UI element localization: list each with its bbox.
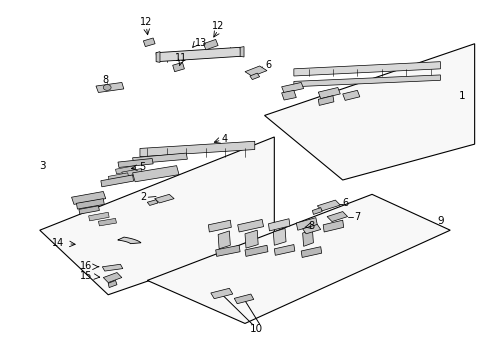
Polygon shape xyxy=(98,219,117,226)
Polygon shape xyxy=(318,96,334,105)
Polygon shape xyxy=(96,82,124,93)
Polygon shape xyxy=(282,82,304,93)
Polygon shape xyxy=(147,194,450,323)
Polygon shape xyxy=(208,220,231,232)
Polygon shape xyxy=(216,245,240,256)
Text: 9: 9 xyxy=(437,216,444,226)
Polygon shape xyxy=(245,230,258,248)
Polygon shape xyxy=(318,200,340,211)
Text: 7: 7 xyxy=(354,212,361,221)
Polygon shape xyxy=(318,87,340,99)
Text: 3: 3 xyxy=(39,161,46,171)
Polygon shape xyxy=(102,264,123,271)
Polygon shape xyxy=(296,218,318,230)
Polygon shape xyxy=(155,194,174,203)
Polygon shape xyxy=(116,166,136,174)
Polygon shape xyxy=(133,153,187,164)
Polygon shape xyxy=(101,175,134,187)
Polygon shape xyxy=(301,247,322,257)
Polygon shape xyxy=(140,141,255,157)
Text: 12: 12 xyxy=(140,17,152,27)
Text: 12: 12 xyxy=(212,21,224,31)
Polygon shape xyxy=(273,228,286,245)
Polygon shape xyxy=(294,75,441,87)
Polygon shape xyxy=(108,173,129,181)
Polygon shape xyxy=(282,90,296,100)
Text: 16: 16 xyxy=(80,261,92,271)
Text: 8: 8 xyxy=(308,221,314,231)
Polygon shape xyxy=(172,62,184,72)
Polygon shape xyxy=(343,90,360,100)
Polygon shape xyxy=(118,237,141,244)
Polygon shape xyxy=(240,46,244,57)
Text: 2: 2 xyxy=(140,192,147,202)
Polygon shape xyxy=(294,62,441,76)
Text: 15: 15 xyxy=(80,271,93,281)
Text: 14: 14 xyxy=(52,238,65,248)
Polygon shape xyxy=(313,208,322,215)
Polygon shape xyxy=(245,66,267,76)
Polygon shape xyxy=(147,200,158,206)
Polygon shape xyxy=(211,288,233,299)
Polygon shape xyxy=(327,212,347,222)
Polygon shape xyxy=(265,44,475,180)
Text: 11: 11 xyxy=(175,53,188,63)
Polygon shape xyxy=(250,73,260,80)
Circle shape xyxy=(103,85,111,90)
Polygon shape xyxy=(274,244,295,255)
Text: 5: 5 xyxy=(139,162,146,172)
Polygon shape xyxy=(40,137,274,295)
Polygon shape xyxy=(218,231,230,249)
Polygon shape xyxy=(76,199,104,209)
Polygon shape xyxy=(122,168,143,177)
Polygon shape xyxy=(323,220,343,232)
Polygon shape xyxy=(303,225,321,234)
Text: 6: 6 xyxy=(342,198,348,208)
Polygon shape xyxy=(238,220,264,232)
Text: 8: 8 xyxy=(103,75,109,85)
Polygon shape xyxy=(108,280,117,288)
Polygon shape xyxy=(245,245,268,256)
Polygon shape xyxy=(144,38,155,46)
Text: 6: 6 xyxy=(266,60,271,70)
Polygon shape xyxy=(133,166,179,182)
Text: 4: 4 xyxy=(221,134,227,144)
Polygon shape xyxy=(79,206,99,214)
Polygon shape xyxy=(89,212,109,221)
Polygon shape xyxy=(103,273,122,283)
Polygon shape xyxy=(269,219,290,231)
Polygon shape xyxy=(72,192,106,204)
Polygon shape xyxy=(156,51,160,62)
Text: 1: 1 xyxy=(459,91,466,101)
Text: 13: 13 xyxy=(195,38,207,48)
Polygon shape xyxy=(203,40,218,50)
Polygon shape xyxy=(118,158,153,167)
Polygon shape xyxy=(303,229,314,246)
Polygon shape xyxy=(156,47,241,62)
Text: 10: 10 xyxy=(250,324,263,334)
Polygon shape xyxy=(234,294,254,304)
